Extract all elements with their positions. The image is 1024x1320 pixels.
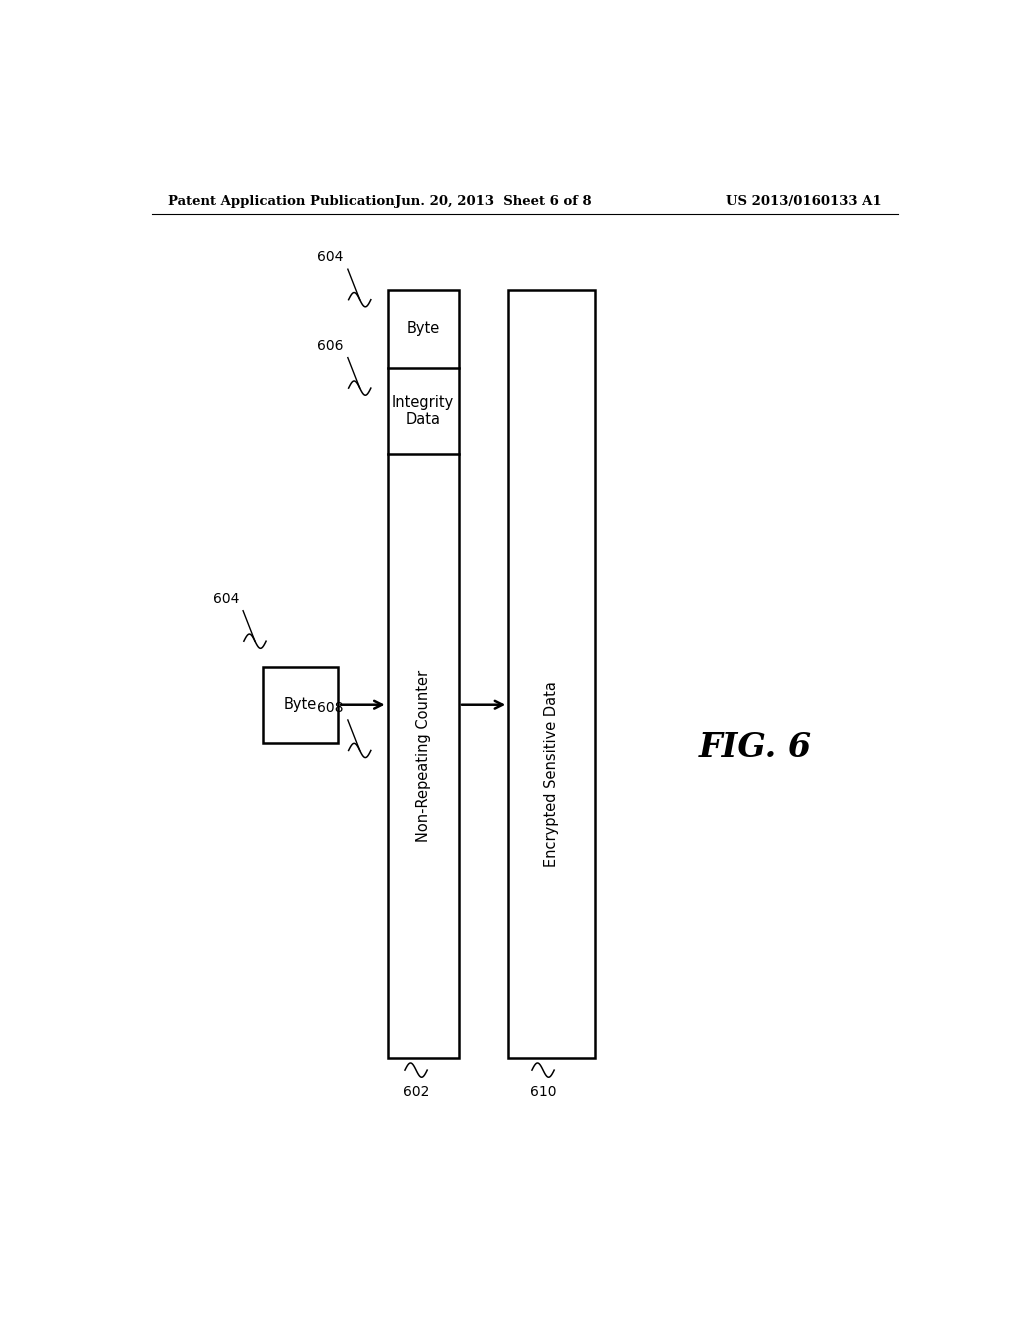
Text: US 2013/0160133 A1: US 2013/0160133 A1 — [726, 194, 882, 207]
Text: 604: 604 — [213, 591, 240, 606]
Text: Integrity
Data: Integrity Data — [392, 395, 455, 428]
Bar — [508, 289, 595, 1057]
Text: Jun. 20, 2013  Sheet 6 of 8: Jun. 20, 2013 Sheet 6 of 8 — [394, 194, 592, 207]
Text: Non-Repeating Counter: Non-Repeating Counter — [416, 671, 431, 842]
Text: 610: 610 — [529, 1085, 556, 1100]
Text: Patent Application Publication: Patent Application Publication — [168, 194, 394, 207]
Text: Encrypted Sensitive Data: Encrypted Sensitive Data — [545, 681, 559, 866]
Bar — [387, 289, 459, 1057]
Text: 602: 602 — [402, 1085, 429, 1100]
Text: Byte: Byte — [407, 321, 440, 337]
Text: FIG. 6: FIG. 6 — [698, 731, 811, 764]
Text: 604: 604 — [317, 249, 344, 264]
Text: 606: 606 — [317, 338, 344, 352]
Text: Byte: Byte — [284, 697, 317, 713]
Bar — [263, 667, 338, 743]
Text: 608: 608 — [317, 701, 344, 715]
